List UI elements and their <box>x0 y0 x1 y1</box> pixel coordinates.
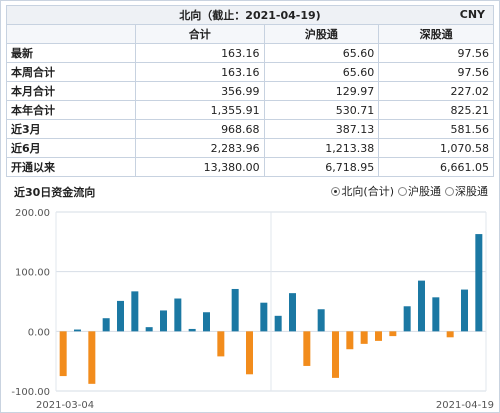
y-tick-label: 0.00 <box>28 327 50 338</box>
table-cell: 97.56 <box>378 62 494 82</box>
table-cell: 129.97 <box>263 81 380 101</box>
radio-label: 北向(合计) <box>341 185 394 198</box>
bar <box>403 306 411 332</box>
header-empty-cell <box>6 24 136 44</box>
bar <box>375 331 382 341</box>
table-cell: 356.99 <box>135 81 265 101</box>
bar <box>389 331 397 337</box>
bar <box>332 331 339 378</box>
table-cell: 1,213.38 <box>263 138 380 158</box>
bar <box>74 329 81 332</box>
bar <box>446 331 454 338</box>
table-cell: 530.71 <box>263 100 380 120</box>
table-cell: 6,661.05 <box>378 157 494 177</box>
table-cell: 65.60 <box>263 43 380 63</box>
y-tick-label: -100.00 <box>11 387 50 398</box>
bar <box>102 318 110 332</box>
bar <box>59 331 67 377</box>
radio-shanghai-connect[interactable]: 沪股通 <box>398 183 441 199</box>
radio-shenzhen-connect[interactable]: 深股通 <box>445 183 488 199</box>
x-start-label: 2021-03-04 <box>36 400 94 411</box>
bar <box>231 288 239 332</box>
table-cell: 97.56 <box>378 43 494 63</box>
bar <box>88 331 96 384</box>
series-radio-group: 北向(合计) 沪股通 深股通 <box>331 183 488 199</box>
row-label: 本月合计 <box>6 81 136 101</box>
bar <box>289 293 296 332</box>
chart-title: 近30日资金流向 <box>14 186 96 199</box>
table-row: 本月合计 356.99 129.97 227.02 <box>6 81 494 101</box>
bar <box>317 309 325 332</box>
row-label: 近3月 <box>6 119 136 139</box>
column-header-shanghai: 沪股通 <box>263 24 380 44</box>
table-cell: 1,070.58 <box>378 138 494 158</box>
radio-dot-icon <box>398 186 407 196</box>
bar <box>418 280 425 332</box>
bar <box>246 331 253 375</box>
bar <box>346 331 354 350</box>
bar <box>432 297 440 332</box>
row-label: 本年合计 <box>6 100 136 120</box>
bar <box>260 302 268 332</box>
table-row: 本年合计 1,355.91 530.71 825.21 <box>6 100 494 120</box>
table-row: 近3月 968.68 387.13 581.56 <box>6 119 494 139</box>
bar <box>360 331 368 344</box>
bar <box>274 315 282 332</box>
row-label: 近6月 <box>6 138 136 158</box>
table-cell: 387.13 <box>263 119 380 139</box>
bar <box>188 328 196 332</box>
table-cell: 2,283.96 <box>135 138 265 158</box>
table-row: 近6月 2,283.96 1,213.38 1,070.58 <box>6 138 494 158</box>
table-cell: 6,718.95 <box>263 157 380 177</box>
bar <box>117 300 124 332</box>
table-cell: 968.68 <box>135 119 265 139</box>
fund-flow-bar-chart: 200.00 100.00 0.00 -100.00 2021-03-04 2021-04… <box>11 208 494 411</box>
column-header-shenzhen: 深股通 <box>378 24 494 44</box>
bar <box>131 291 139 332</box>
table-header-row: 合计 沪股通 深股通 <box>6 24 494 44</box>
table-cell: 581.56 <box>378 119 494 139</box>
row-label: 开通以来 <box>6 157 136 177</box>
table-title-text: 北向（截止：2021-04-19) <box>179 9 321 22</box>
bar <box>174 298 182 332</box>
bar <box>160 310 167 332</box>
x-end-label: 2021-04-19 <box>436 400 494 411</box>
bar <box>145 327 153 332</box>
table-cell: 163.16 <box>135 62 265 82</box>
table-cell: 1,355.91 <box>135 100 265 120</box>
table-cell: 227.02 <box>378 81 494 101</box>
y-tick-label: 100.00 <box>15 268 50 279</box>
table-title: 北向（截止：2021-04-19) CNY <box>6 5 494 25</box>
column-header-total: 合计 <box>135 24 265 44</box>
table-cell: 65.60 <box>263 62 380 82</box>
bar <box>217 331 225 357</box>
radio-northbound-total[interactable]: 北向(合计) <box>331 183 394 199</box>
table-row: 本周合计 163.16 65.60 97.56 <box>6 62 494 82</box>
northbound-summary-table: 北向（截止：2021-04-19) CNY 合计 沪股通 深股通 最新 163.1… <box>6 5 494 177</box>
bar <box>461 289 468 332</box>
table-title-row: 北向（截止：2021-04-19) CNY <box>6 5 494 25</box>
row-label: 本周合计 <box>6 62 136 82</box>
table-cell: 825.21 <box>378 100 494 120</box>
row-label: 最新 <box>6 43 136 63</box>
y-tick-label: 200.00 <box>15 208 50 219</box>
radio-dot-icon <box>331 186 341 196</box>
table-row: 最新 163.16 65.60 97.56 <box>6 43 494 63</box>
bar <box>475 234 483 332</box>
radio-label: 沪股通 <box>408 185 441 198</box>
bar <box>203 312 210 332</box>
table-row: 开通以来 13,380.00 6,718.95 6,661.05 <box>6 157 494 177</box>
table-cell: 13,380.00 <box>135 157 265 177</box>
radio-label: 深股通 <box>455 185 488 198</box>
currency-unit: CNY <box>459 8 485 21</box>
radio-dot-icon <box>445 186 454 196</box>
table-cell: 163.16 <box>135 43 265 63</box>
bar <box>303 331 311 366</box>
